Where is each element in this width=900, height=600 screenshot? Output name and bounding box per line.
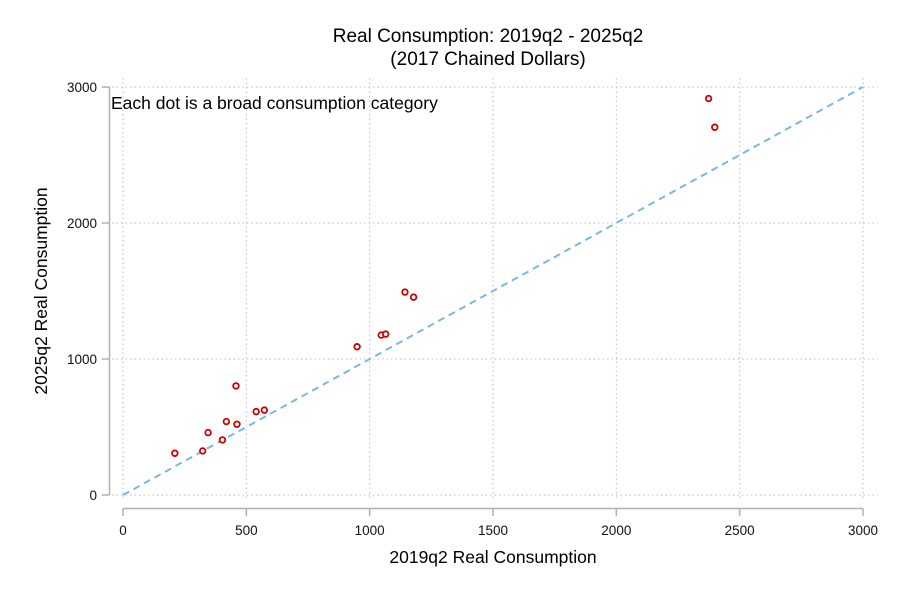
x-tick-label: 0	[119, 523, 127, 538]
data-point	[232, 382, 240, 390]
x-tick-label: 1500	[478, 523, 508, 538]
axes	[108, 87, 863, 510]
x-tick-label: 2500	[725, 523, 755, 538]
data-points	[171, 94, 719, 457]
data-point	[204, 428, 212, 437]
data-point	[382, 330, 390, 338]
x-tick-label: 500	[235, 523, 258, 538]
x-axis-title: 2019q2 Real Consumption	[389, 547, 596, 567]
data-point	[222, 417, 231, 426]
data-point	[252, 407, 260, 416]
y-tick-label: 3000	[67, 80, 97, 95]
reference-line-group	[122, 86, 864, 496]
data-point	[711, 123, 719, 131]
data-point	[218, 436, 227, 444]
data-point	[353, 343, 361, 351]
y-tick-label: 0	[89, 488, 97, 503]
data-point	[233, 420, 241, 428]
data-point	[401, 288, 409, 296]
y-tick-label: 1000	[67, 352, 97, 367]
data-point	[704, 94, 713, 103]
y-axis-title: 2025q2 Real Consumption	[31, 187, 51, 394]
chart-annotation: Each dot is a broad consumption category	[111, 93, 438, 113]
y-axis-ticks: 0 1000 2000 3000	[67, 80, 110, 503]
chart-subtitle: (2017 Chained Dollars)	[390, 49, 585, 70]
data-point	[171, 449, 179, 457]
data-point	[409, 293, 418, 301]
data-point	[260, 406, 269, 414]
gridlines	[112, 78, 878, 500]
data-point	[198, 447, 207, 455]
x-tick-label: 1000	[355, 523, 385, 538]
x-tick-label: 2000	[601, 523, 631, 538]
x-tick-label: 3000	[848, 523, 878, 538]
reference-line-45deg	[122, 86, 864, 496]
x-axis-ticks: 0 500 1000 1500 2000 2500 3000	[119, 508, 878, 538]
y-tick-label: 2000	[67, 216, 97, 231]
chart-title: Real Consumption: 2019q2 - 2025q2	[333, 26, 644, 47]
